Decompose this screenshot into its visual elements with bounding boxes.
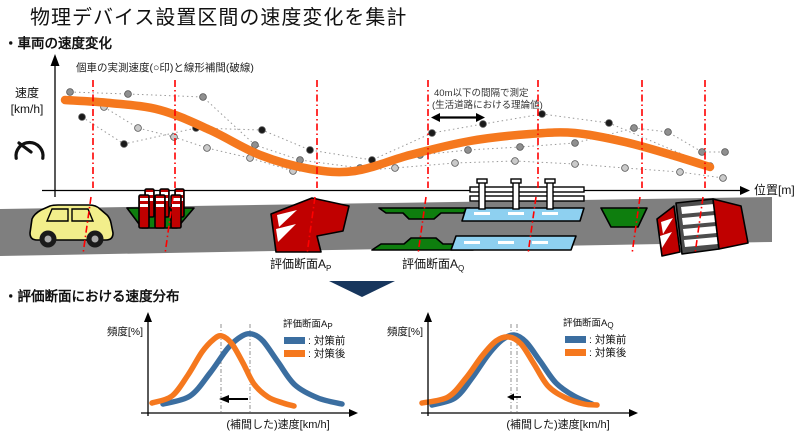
y-axis-arrow-icon: [144, 312, 152, 322]
down-arrow-icon: [329, 281, 395, 297]
distribution-chart-right: 頻度[%] (補間した)速度[km/h] 評価断面AQ : 対策前 : 対策後: [387, 312, 638, 431]
section-speed-heading: ・車両の速度変化: [4, 35, 112, 51]
measurement-section-lines: [82, 80, 706, 255]
narrowing-island-device: [600, 207, 648, 228]
distribution-chart-left: 頻度[%] (補間した)速度[km/h] 評価断面AP : 対策前 : 対策後: [107, 312, 358, 431]
measurement-note: 個車の実測速度(○印)と線形補間(破線): [76, 61, 254, 74]
bollard-icon: [138, 188, 185, 229]
interval-annotation: 40m以下の間隔で測定 (生活道路における理論値): [431, 87, 543, 122]
speedometer-icon: [14, 140, 45, 160]
legend-title: 評価断面AQ: [563, 317, 614, 330]
legend-right: 評価断面AQ : 対策前 : 対策後: [563, 317, 627, 359]
legend-before-swatch: [565, 336, 586, 343]
vehicle-traces: [66, 88, 729, 182]
x-axis-arrow-icon: [629, 409, 638, 417]
position-axis-label: 位置[m]: [754, 182, 795, 197]
legend-after-swatch: [565, 349, 586, 356]
x-axis-arrow-icon: [740, 186, 750, 195]
interval-note-line2: (生活道路における理論値): [432, 99, 543, 111]
fence-illustration: [469, 178, 585, 210]
speed-axis-label: (補間した)速度[km/h]: [506, 417, 609, 431]
frequency-axis-label: 頻度[%]: [387, 325, 423, 338]
road-illustration: [0, 178, 772, 257]
bollards-device: [126, 188, 195, 229]
legend-after-label: : 対策後: [308, 347, 346, 360]
speed-curve: [60, 95, 715, 177]
interval-note-line1: 40m以下の間隔で測定: [434, 87, 529, 99]
legend-after-label: : 対策後: [589, 346, 627, 359]
page-title: 物理デバイス設置区間の速度変化を集計: [30, 6, 407, 29]
speed-axis-label: (補間した)速度[km/h]: [226, 417, 329, 431]
legend-before-label: : 対策前: [589, 333, 626, 346]
section-q-label: 評価断面AQ: [402, 256, 464, 273]
section-p-label: 評価断面AP: [270, 256, 331, 273]
y-axis-arrow-icon: [50, 54, 60, 66]
frequency-axis-label: 頻度[%]: [107, 325, 143, 338]
legend-after-swatch: [284, 350, 305, 357]
speed-axis-unit: [km/h]: [11, 102, 44, 116]
speed-axis-label: 速度: [15, 85, 39, 100]
y-axis-arrow-icon: [424, 312, 432, 322]
legend-before-swatch: [284, 337, 305, 344]
raised-crosswalk-device: [656, 198, 749, 257]
distribution-left-curves: [149, 324, 345, 413]
section-distribution-heading: ・評価断面における速度分布: [4, 288, 180, 304]
speed-cushions-device: [450, 207, 585, 251]
legend-title: 評価断面AP: [283, 318, 333, 331]
legend-left: 評価断面AP : 対策前 : 対策後: [283, 318, 346, 360]
legend-before-label: : 対策前: [308, 334, 345, 347]
speed-chart-axes: 速度 [km/h] 位置[m] 個車の実測速度(○印)と線形補間(破線): [11, 54, 795, 197]
hump-device: [270, 197, 350, 253]
x-axis-arrow-icon: [349, 409, 358, 417]
